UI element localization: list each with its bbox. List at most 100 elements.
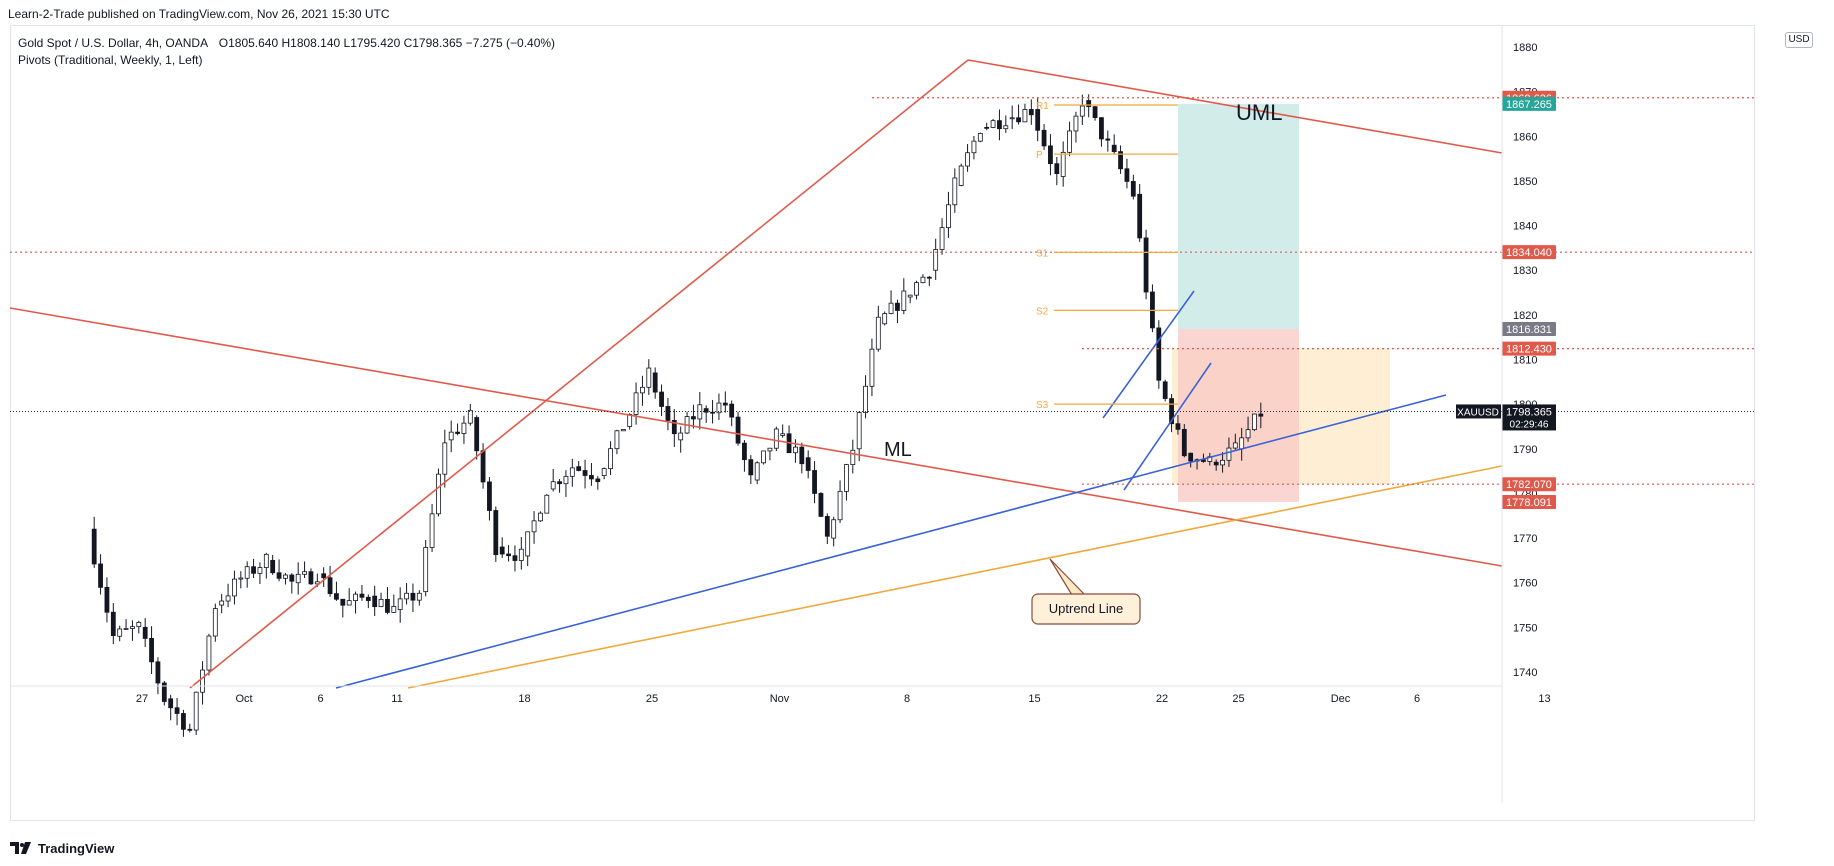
level-badge[interactable] (1502, 494, 1556, 509)
candle (263, 552, 269, 579)
pivot-label: S2 (1036, 306, 1049, 317)
candle (1060, 141, 1066, 187)
legend-symbol-line[interactable]: Gold Spot / U.S. Dollar, 4h, OANDA O1805… (18, 35, 555, 52)
candle (295, 562, 301, 595)
current-price-badge[interactable] (1502, 404, 1556, 431)
candle-body-up (640, 386, 645, 394)
uptrend-callout[interactable]: Uptrend Line (1031, 558, 1141, 625)
candle (346, 588, 352, 606)
pitchfork-left-line[interactable] (189, 59, 969, 689)
y-tick-label: 1860 (1513, 131, 1537, 143)
candle (123, 619, 129, 630)
candle-body-down (372, 595, 378, 608)
candle-body-down (181, 713, 186, 730)
symbol-badge[interactable] (1456, 404, 1501, 419)
candle-body-down (824, 516, 830, 537)
candle-body-up (837, 490, 843, 521)
candle-body-down (1035, 109, 1041, 131)
uptrend-line[interactable] (407, 465, 1503, 689)
candle-body-up (901, 290, 907, 311)
wedge-lower-line[interactable] (1123, 362, 1212, 491)
candle (110, 603, 116, 645)
currency-badge[interactable]: USD (1785, 32, 1813, 48)
candle (334, 581, 339, 601)
candle-body-down (926, 276, 932, 279)
candle (168, 694, 174, 721)
candle-body-down (729, 403, 735, 418)
candle (506, 545, 511, 562)
level-badge[interactable] (1502, 96, 1556, 111)
candle-body-up (608, 448, 613, 469)
candle (1188, 452, 1194, 468)
candle (1111, 134, 1117, 155)
median-line[interactable] (10, 307, 1503, 567)
candle-body-up (914, 282, 919, 296)
candle-body-up (123, 628, 129, 630)
candle (799, 442, 805, 474)
x-tick-label: 13 (1538, 693, 1550, 705)
candle-body-up (244, 566, 250, 579)
candle-body-down (410, 592, 416, 601)
candle (327, 565, 333, 597)
candle-body-down (691, 416, 696, 420)
level-badge[interactable] (1502, 322, 1556, 337)
stop-zone[interactable] (1178, 329, 1299, 502)
candle (429, 503, 435, 552)
candle-body-up (1232, 442, 1238, 449)
candle-body-up (965, 152, 970, 167)
candle (1213, 459, 1219, 471)
candle-body-down (385, 598, 390, 613)
level-badge[interactable] (1502, 477, 1556, 492)
x-tick-label: 6 (1414, 693, 1420, 705)
y-tick-label: 1790 (1513, 444, 1537, 456)
candle (359, 585, 365, 601)
uml-label: UML (1236, 100, 1282, 125)
pivot-label: P (1036, 150, 1043, 161)
candle (200, 661, 205, 705)
candle (187, 723, 193, 733)
candle (997, 109, 1002, 141)
candle-body-up (117, 628, 123, 637)
x-tick-label: Oct (235, 693, 252, 705)
ml-label: ML (884, 439, 912, 461)
candle-body-down (1111, 144, 1117, 153)
candle-body-down (334, 593, 339, 600)
candle-body-up (263, 553, 269, 568)
wedge-upper-line[interactable] (1102, 290, 1195, 419)
candle (1054, 157, 1060, 186)
candle (965, 144, 970, 172)
candle-body-down (812, 470, 817, 494)
y-tick-label: 1850 (1513, 176, 1537, 188)
candle-body-down (1016, 117, 1021, 123)
candle-body-down (671, 420, 677, 435)
candle (206, 633, 212, 676)
upper-median-line[interactable] (967, 59, 1503, 154)
candle (984, 122, 990, 131)
candle (640, 375, 645, 406)
candle (901, 278, 907, 315)
candle-body-up (193, 691, 199, 731)
candle-body-up (206, 635, 212, 671)
blue-trend-line[interactable] (335, 394, 1447, 689)
candle (283, 573, 288, 585)
candle-body-up (225, 595, 231, 602)
candle-body-down (327, 577, 333, 595)
candle-body-up (863, 385, 868, 414)
candle-body-down (1048, 145, 1053, 165)
candle (1067, 121, 1072, 157)
legend-indicator[interactable]: Pivots (Traditional, Weekly, 1, Left) (18, 53, 203, 67)
candle (1003, 115, 1009, 133)
candle (703, 405, 709, 423)
candle (487, 477, 492, 521)
target-zone[interactable] (1178, 103, 1299, 330)
y-tick-label: 1830 (1513, 265, 1537, 277)
candle-body-down (480, 450, 486, 483)
legend-symbol: Gold Spot / U.S. Dollar, 4h, OANDA (18, 36, 208, 50)
level-badge[interactable] (1502, 341, 1556, 356)
level-badge[interactable] (1502, 245, 1556, 260)
candle (1137, 183, 1143, 242)
candle (142, 618, 148, 648)
candle (563, 470, 569, 498)
candle-body-down (748, 459, 754, 476)
